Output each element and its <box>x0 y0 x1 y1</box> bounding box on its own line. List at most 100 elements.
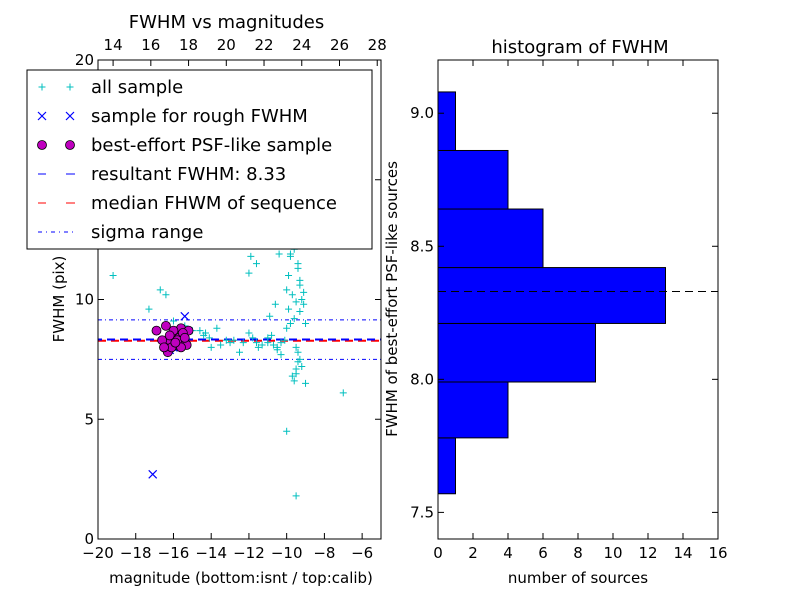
histogram-x-tick-label: 12 <box>638 544 657 562</box>
histogram-bars <box>437 91 666 495</box>
histogram-bar <box>437 91 456 151</box>
psf-like-point <box>161 320 171 331</box>
all-sample-point <box>275 250 283 258</box>
all-sample-point <box>217 341 225 349</box>
all-sample-point <box>286 319 294 327</box>
all-sample-point <box>294 358 302 366</box>
histogram-bar <box>437 322 596 383</box>
all-sample-point <box>296 276 304 284</box>
all-sample-point <box>202 329 210 337</box>
all-sample-point <box>300 288 308 296</box>
scatter-top-tick-label: 26 <box>330 36 349 54</box>
all-sample-point <box>269 341 277 349</box>
all-sample-point <box>169 317 177 325</box>
all-sample-point <box>294 348 302 356</box>
all-sample-point <box>266 312 274 320</box>
rough-fwhm-point <box>148 469 158 479</box>
histogram-y-tick-label: 8.5 <box>410 237 434 255</box>
all-sample-point <box>162 291 170 299</box>
all-sample-point <box>205 334 213 342</box>
scatter-x-tick-label: −14 <box>195 544 227 562</box>
psf-like-point <box>164 330 175 341</box>
all-sample-point <box>207 343 215 351</box>
legend-label: sigma range <box>91 222 203 243</box>
all-sample-point <box>302 319 310 327</box>
scatter-x-tick-label: −8 <box>313 544 335 562</box>
histogram-bar <box>437 437 456 495</box>
legend-marker <box>65 140 75 150</box>
legend-marker <box>65 111 75 121</box>
legend-label: resultant FWHM: 8.33 <box>91 164 286 185</box>
scatter-top-tick-label: 18 <box>179 36 198 54</box>
histogram-x-tick-label: 4 <box>503 544 513 562</box>
legend-entry: sigma range <box>38 222 203 243</box>
legend-box <box>26 69 373 250</box>
all-sample-point <box>292 298 300 306</box>
all-sample-point <box>252 339 260 347</box>
all-sample-point <box>252 260 260 268</box>
all-sample-point <box>292 365 300 373</box>
histogram-y-tick-label: 7.5 <box>410 503 434 521</box>
all-sample-point <box>245 269 253 277</box>
all-sample-point <box>300 300 308 308</box>
histogram-xlabel: number of sources <box>508 569 648 587</box>
all-sample-point <box>222 336 230 344</box>
legend-label: median FHWM of sequence <box>91 193 337 214</box>
histogram-ticks: 0 2 4 6 8 10 12 14 16 7.5 8.0 8.5 9.0 <box>410 60 728 562</box>
all-sample-point <box>277 339 285 347</box>
all-sample-point <box>292 343 300 351</box>
all-sample-point <box>298 363 306 371</box>
scatter-y-tick-label: 5 <box>84 410 94 428</box>
legend-entry: resultant FWHM: 8.33 <box>38 164 286 185</box>
histogram-bar <box>437 208 544 269</box>
psf-like-point <box>151 325 162 336</box>
scatter-xlabel: magnitude (bottom:isnt / top:calib) <box>109 569 373 587</box>
all-sample-point <box>230 336 238 344</box>
all-sample-point <box>286 250 294 258</box>
scatter-hlines <box>98 319 381 360</box>
scatter-legend: all sample sample for rough FWHM best-effo… <box>26 69 373 250</box>
histogram-bar <box>437 267 666 324</box>
scatter-x-tick-label: −6 <box>351 544 373 562</box>
histogram-title: histogram of FWHM <box>491 37 668 58</box>
histogram-frame <box>437 59 719 540</box>
scatter-frame <box>97 59 382 540</box>
psf-like-point <box>170 337 181 348</box>
all-sample-point <box>236 348 243 356</box>
legend-label: sample for rough FWHM <box>91 106 308 127</box>
scatter-x-tick-label: −20 <box>82 544 114 562</box>
all-sample-point <box>249 334 257 342</box>
all-sample-point <box>239 339 247 347</box>
all-sample-point <box>288 291 296 299</box>
all-sample-point <box>292 492 300 500</box>
all-sample-point <box>268 331 276 339</box>
scatter-y-tick-label: 0 <box>84 530 94 548</box>
histogram-y-tick-label: 9.0 <box>410 104 434 122</box>
all-sample-point <box>254 343 262 351</box>
histogram-bar <box>437 149 509 210</box>
scatter-points <box>109 224 347 500</box>
scatter-top-tick-label: 28 <box>368 36 387 54</box>
legend-entry: all sample <box>38 77 183 98</box>
histogram-x-tick-label: 0 <box>433 544 443 562</box>
all-sample-point <box>273 346 281 354</box>
scatter-top-ticks: 14 16 18 20 22 24 26 28 <box>104 36 387 66</box>
all-sample-point <box>296 307 304 315</box>
all-sample-point <box>247 252 255 260</box>
legend-entry: sample for rough FWHM <box>37 106 308 127</box>
histogram-bar <box>437 381 509 439</box>
all-sample-point <box>271 300 279 308</box>
histogram-x-tick-label: 8 <box>573 544 583 562</box>
all-sample-point <box>258 341 266 349</box>
scatter-x-tick-label: −12 <box>233 544 265 562</box>
all-sample-point <box>226 339 234 347</box>
legend-marker <box>37 111 47 121</box>
all-sample-point <box>109 272 117 280</box>
histogram-panel: histogram of FWHM 0 2 4 6 8 10 12 14 16 7.5 8.0 8.5… <box>383 37 728 587</box>
histogram-x-tick-label: 16 <box>708 544 727 562</box>
all-sample-point <box>283 427 291 435</box>
all-sample-point <box>283 324 291 332</box>
legend-entry: best-effort PSF-like sample <box>37 135 332 156</box>
scatter-title: FWHM vs magnitudes <box>129 12 324 33</box>
all-sample-point <box>339 389 347 397</box>
